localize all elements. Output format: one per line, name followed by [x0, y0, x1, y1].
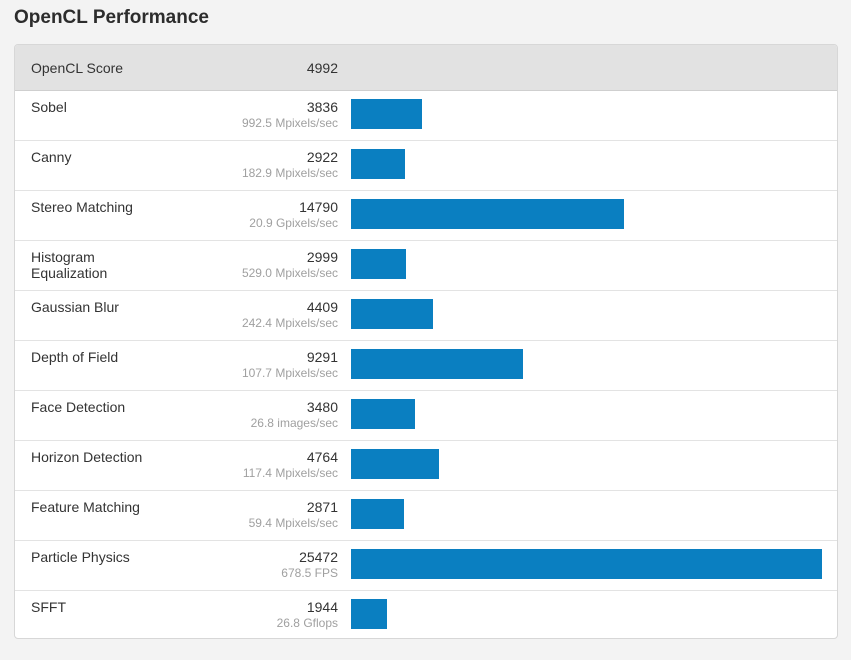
benchmark-name: Histogram Equalization	[31, 249, 108, 281]
benchmark-bar	[351, 549, 822, 579]
benchmark-bar	[351, 449, 439, 479]
benchmark-row: Particle Physics 25472 678.5 FPS	[15, 541, 837, 591]
benchmark-score: 3836	[306, 99, 338, 115]
page-title: OpenCL Performance	[14, 7, 209, 28]
benchmark-row: Depth of Field 9291 107.7 Mpixels/sec	[15, 341, 837, 391]
benchmark-name: Horizon Detection	[31, 449, 143, 465]
benchmark-list: Sobel 3836 992.5 Mpixels/sec Canny 2922 182.9…	[15, 91, 837, 638]
benchmark-row: Face Detection 3480 26.8 images/sec	[15, 391, 837, 441]
benchmark-name: Stereo Matching	[31, 199, 133, 215]
benchmark-score: 1944	[306, 599, 338, 615]
score-label: OpenCL Score	[31, 60, 124, 76]
benchmark-row: Stereo Matching 14790 20.9 Gpixels/sec	[15, 191, 837, 241]
benchmark-name: Depth of Field	[31, 349, 119, 365]
benchmark-row: SFFT 1944 26.8 Gflops	[15, 591, 837, 638]
benchmark-score: 2871	[306, 499, 338, 515]
benchmark-row: Sobel 3836 992.5 Mpixels/sec	[15, 91, 837, 141]
benchmark-row: Canny 2922 182.9 Mpixels/sec	[15, 141, 837, 191]
benchmark-name: Gaussian Blur	[31, 299, 119, 315]
benchmark-throughput: 59.4 Mpixels/sec	[248, 516, 338, 530]
benchmark-throughput: 20.9 Gpixels/sec	[249, 216, 338, 230]
benchmark-throughput: 117.4 Mpixels/sec	[242, 466, 338, 480]
benchmark-score: 4409	[306, 299, 338, 315]
benchmark-throughput: 26.8 Gflops	[276, 616, 338, 630]
benchmark-score: 25472	[299, 549, 338, 565]
benchmark-name: Particle Physics	[31, 549, 130, 565]
benchmark-name: Sobel	[31, 99, 67, 115]
benchmark-throughput: 992.5 Mpixels/sec	[241, 116, 338, 130]
benchmark-row: Feature Matching 2871 59.4 Mpixels/sec	[15, 491, 837, 541]
score-value: 4992	[306, 60, 338, 76]
benchmark-bar	[351, 499, 404, 529]
benchmark-bar	[351, 349, 523, 379]
benchmark-score: 9291	[306, 349, 338, 365]
benchmark-bar	[351, 299, 433, 329]
benchmark-bar	[351, 199, 624, 229]
benchmark-bar	[351, 149, 405, 179]
benchmark-name: Canny	[31, 149, 72, 165]
benchmark-row: Gaussian Blur 4409 242.4 Mpixels/sec	[15, 291, 837, 341]
benchmark-bar	[351, 399, 415, 429]
benchmark-bar	[351, 599, 387, 629]
benchmark-bar	[351, 249, 406, 279]
benchmark-score: 4764	[306, 449, 338, 465]
benchmark-name: SFFT	[31, 599, 66, 615]
benchmark-name: Feature Matching	[31, 499, 140, 515]
score-row: OpenCL Score 4992	[15, 45, 837, 91]
benchmark-throughput: 678.5 FPS	[281, 566, 338, 580]
results-panel: OpenCL Score 4992 Sobel 3836 992.5 Mpixels…	[14, 44, 838, 639]
benchmark-score: 3480	[306, 399, 338, 415]
benchmark-row: Histogram Equalization 2999 529.0 Mpixels/…	[15, 241, 837, 291]
benchmark-name: Face Detection	[31, 399, 126, 415]
benchmark-throughput: 182.9 Mpixels/sec	[241, 166, 338, 180]
benchmark-throughput: 242.4 Mpixels/sec	[241, 316, 338, 330]
benchmark-bar	[351, 99, 422, 129]
benchmark-score: 2999	[306, 249, 338, 265]
benchmark-throughput: 107.7 Mpixels/sec	[241, 366, 338, 380]
benchmark-throughput: 529.0 Mpixels/sec	[241, 266, 338, 280]
benchmark-throughput: 26.8 images/sec	[250, 416, 338, 430]
benchmark-score: 2922	[306, 149, 338, 165]
benchmark-score: 14790	[299, 199, 338, 215]
benchmark-row: Horizon Detection 4764 117.4 Mpixels/sec	[15, 441, 837, 491]
